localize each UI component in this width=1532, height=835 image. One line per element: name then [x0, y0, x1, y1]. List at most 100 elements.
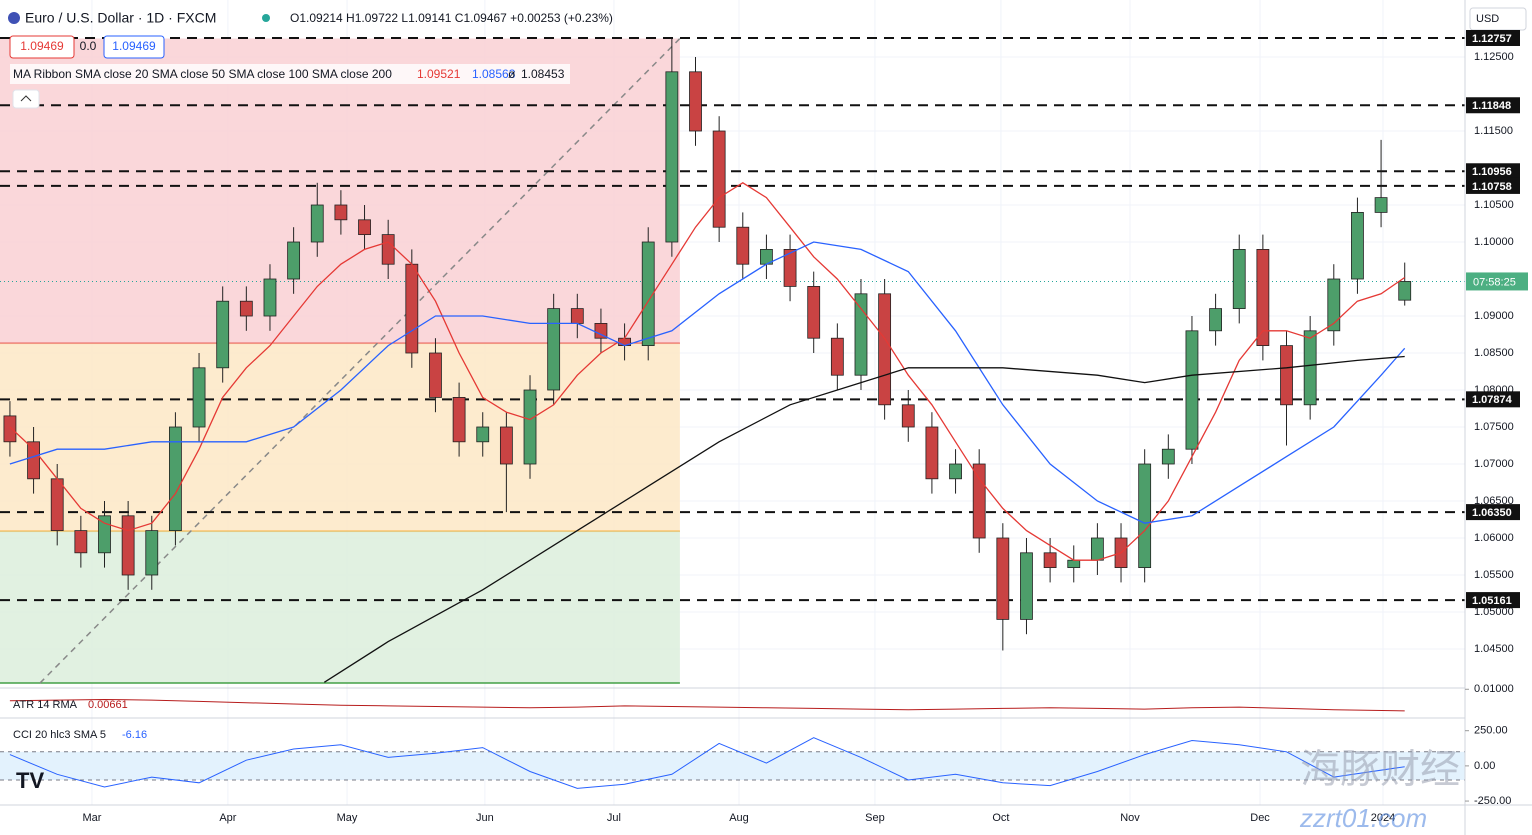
- x-tick-label: Jun: [476, 812, 494, 824]
- candle-body: [263, 278, 277, 317]
- level-tag: [1466, 177, 1520, 194]
- candle-body: [452, 397, 466, 443]
- candle-body: [50, 478, 64, 532]
- candle-body: [216, 300, 230, 369]
- candle-body: [570, 308, 584, 324]
- candle-body: [429, 352, 442, 398]
- y-tick-label: 1.10000: [1474, 236, 1514, 248]
- candle-body: [405, 263, 419, 354]
- candle-body: [854, 293, 868, 376]
- candle-body: [665, 71, 679, 243]
- y-tick-label: 1.04500: [1474, 643, 1514, 655]
- level-tag: [1466, 504, 1520, 521]
- x-tick-label: 2024: [1371, 812, 1395, 824]
- candle-body: [901, 404, 915, 428]
- indicator-line: [9, 182, 1406, 561]
- y-tick-label: 250.00: [1474, 725, 1508, 737]
- symbol-title[interactable]: Euro / U.S. Dollar · 1D · FXCM: [25, 10, 216, 26]
- candle-body: [145, 530, 159, 576]
- sell-button[interactable]: [9, 35, 75, 59]
- candle-body: [689, 71, 702, 132]
- level-label: 1.11848: [1472, 100, 1511, 112]
- collapse-button[interactable]: [12, 89, 40, 109]
- buy-button[interactable]: [103, 35, 165, 59]
- y-tick-label: 1.05000: [1474, 606, 1514, 618]
- candle-body: [1043, 552, 1057, 569]
- fib-zone: [0, 531, 680, 684]
- candle-body: [925, 426, 939, 480]
- y-tick-label: -250.00: [1474, 795, 1511, 807]
- candle-body: [334, 204, 348, 221]
- y-tick-label: 1.06500: [1474, 495, 1514, 507]
- candle-body: [1256, 249, 1270, 347]
- bid-price[interactable]: 1.09469: [20, 39, 64, 53]
- x-tick-label: Dec: [1250, 812, 1270, 824]
- level-label: 1.05161: [1472, 595, 1512, 607]
- atr-label: ATR 14 RMA: [13, 699, 78, 711]
- legend-bg: [10, 64, 570, 84]
- candle-body: [358, 219, 371, 236]
- level-label: 1.07874: [1472, 394, 1513, 406]
- candle-body: [641, 241, 655, 347]
- candle-body: [1067, 559, 1081, 569]
- x-tick-label: Apr: [219, 812, 236, 824]
- y-tick-label: 1.09000: [1474, 310, 1514, 322]
- candle-body: [98, 515, 111, 554]
- x-tick-label: May: [337, 812, 358, 824]
- y-tick-label: 1.06000: [1474, 532, 1514, 544]
- ma50-value: 1.08563: [472, 67, 516, 81]
- x-tick-label: Jul: [607, 812, 621, 824]
- candle-body: [239, 300, 253, 317]
- candle-body: [192, 367, 206, 428]
- candle-body: [1232, 249, 1246, 310]
- tv-logo: TV: [16, 768, 44, 793]
- candle-body: [27, 441, 40, 480]
- level-label: 1.12757: [1472, 33, 1512, 45]
- y-tick-label: 1.11500: [1474, 125, 1513, 137]
- candle-body: [712, 130, 726, 228]
- watermark: 海豚财经: [1300, 748, 1460, 792]
- candle-body: [1280, 345, 1293, 406]
- candle-body: [878, 293, 892, 406]
- ask-price[interactable]: 1.09469: [112, 39, 156, 53]
- candle-body: [74, 530, 88, 554]
- candle-body: [476, 426, 490, 443]
- currency[interactable]: USD: [1476, 13, 1499, 25]
- countdown: 07:58:25: [1473, 276, 1516, 288]
- candle-body: [1185, 330, 1199, 450]
- ohlc-values: O1.09214 H1.09722 L1.09141 C1.09467 +0.0…: [290, 11, 613, 25]
- candle-body: [1138, 463, 1152, 569]
- ma100-value: ø: [508, 67, 516, 81]
- x-tick-label: Nov: [1120, 812, 1140, 824]
- candle-body: [1398, 281, 1412, 301]
- candle-body: [381, 234, 395, 265]
- watermark-url: zzrt01.com: [1299, 803, 1427, 833]
- candle-body: [547, 308, 561, 391]
- candle-body: [972, 463, 986, 539]
- candle-body: [1351, 212, 1364, 280]
- y-tick-label: 1.12500: [1474, 51, 1514, 63]
- fib-zone: [0, 38, 680, 344]
- fib-zone: [0, 343, 680, 532]
- ma200-value: 1.08453: [521, 67, 565, 81]
- level-tag: [1466, 592, 1520, 609]
- candle-body: [1020, 552, 1033, 620]
- candle-body: [830, 337, 844, 376]
- candle-body: [996, 537, 1010, 620]
- candle-body: [169, 426, 182, 532]
- indicator-line: [9, 698, 1405, 712]
- x-tick-label: Oct: [992, 812, 1009, 824]
- candle-body: [3, 415, 17, 443]
- x-tick-label: Sep: [865, 812, 885, 824]
- candle-body: [807, 286, 821, 339]
- level-tag: [1466, 163, 1520, 180]
- level-tag: [1466, 391, 1520, 408]
- candle-body: [1327, 278, 1341, 332]
- y-tick-label: 1.10500: [1474, 199, 1514, 211]
- y-tick-label: 1.07000: [1474, 458, 1514, 470]
- candle-body: [287, 241, 301, 280]
- x-tick-label: Mar: [82, 812, 101, 824]
- ma-legend[interactable]: MA Ribbon SMA close 20 SMA close 50 SMA …: [13, 67, 392, 81]
- indicator-line: [9, 241, 1406, 524]
